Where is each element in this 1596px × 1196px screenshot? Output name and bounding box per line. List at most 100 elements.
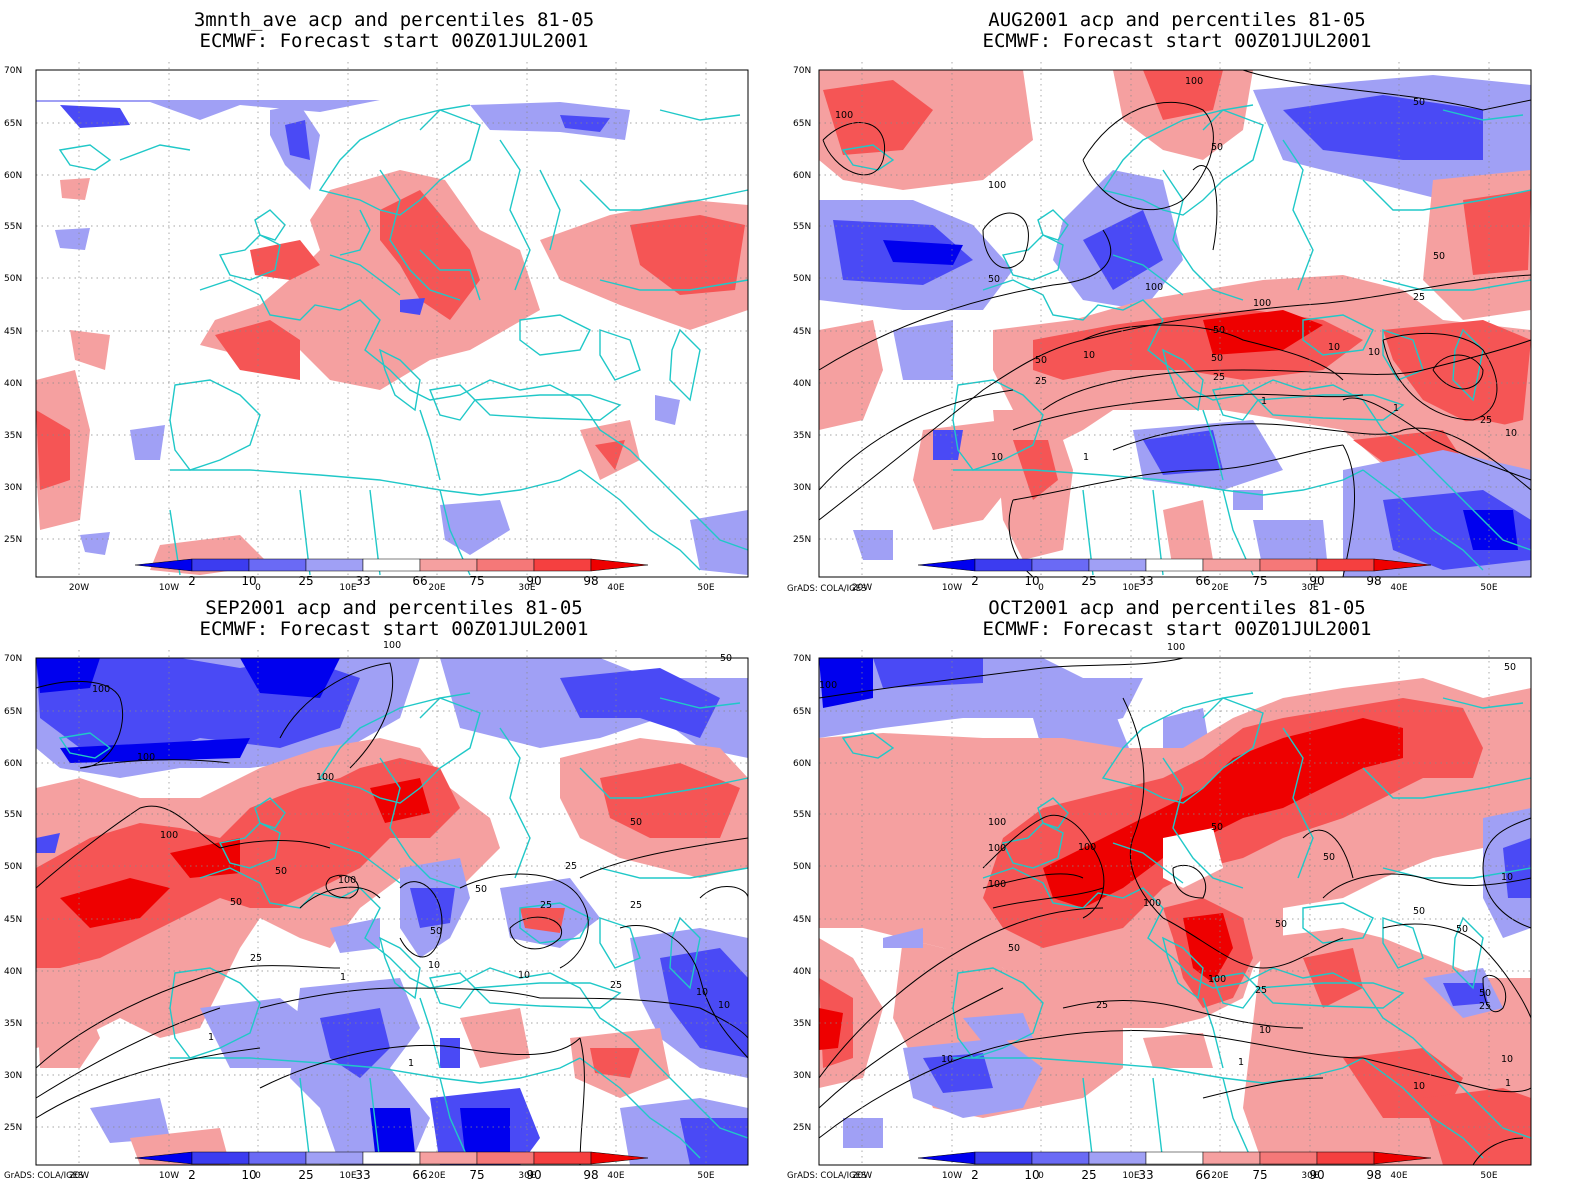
panel-title-line-1: 3mnth_ave acp and percentiles 81-05: [193, 9, 595, 31]
svg-text:98: 98: [583, 574, 598, 588]
map-3month-average: 70N 65N 60N 55N 50N 45N 40N 35N 30N 25N …: [4, 62, 749, 593]
svg-text:25: 25: [250, 953, 262, 964]
svg-text:60N: 60N: [793, 759, 811, 769]
svg-text:20W: 20W: [852, 1171, 872, 1181]
panel-title-line-1: AUG2001 acp and percentiles 81-05: [988, 9, 1366, 31]
lat-lon-gridlines: [819, 650, 1531, 1165]
svg-text:98: 98: [1366, 574, 1381, 588]
svg-text:1: 1: [208, 1032, 214, 1043]
precip-percentile-shading: [36, 658, 748, 1165]
svg-text:30N: 30N: [793, 483, 811, 493]
svg-text:65N: 65N: [4, 707, 22, 717]
svg-text:10: 10: [941, 1054, 953, 1065]
svg-text:75: 75: [469, 574, 484, 588]
lat-axis-labels: 70N 65N 60N 55N 50N 45N 40N 35N 30N 25N: [4, 654, 22, 1133]
svg-text:50N: 50N: [4, 862, 22, 872]
panel-title-line-2: ECMWF: Forecast start 00Z01JUL2001: [982, 30, 1372, 52]
svg-text:25: 25: [1081, 574, 1096, 588]
lon-axis-labels: 20W 10W 0 10E 20E 30E 40E 50E: [852, 583, 1498, 593]
contour-labels: 100 50 100 100 100 100 50 50 100 25 50 2…: [92, 640, 732, 1069]
svg-text:25N: 25N: [4, 1123, 22, 1133]
svg-text:66: 66: [1195, 574, 1210, 588]
svg-text:35N: 35N: [4, 431, 22, 441]
svg-text:25N: 25N: [4, 535, 22, 545]
svg-text:45N: 45N: [4, 327, 22, 337]
svg-text:10: 10: [1413, 1081, 1425, 1092]
coastline: [58, 692, 749, 1164]
svg-text:20W: 20W: [852, 583, 872, 593]
lat-lon-gridlines: [36, 650, 748, 1165]
svg-text:50E: 50E: [1480, 583, 1497, 593]
svg-text:66: 66: [1195, 1168, 1210, 1182]
colorbar: [134, 1151, 649, 1165]
svg-text:2: 2: [971, 574, 979, 588]
contour-labels: 100 100 50 100 100 50 100 100 100 50 50 …: [819, 642, 1516, 1092]
svg-text:25: 25: [1480, 415, 1492, 426]
svg-text:50: 50: [1008, 943, 1020, 954]
lon-axis-labels: 20W 10W 0 10E 20E 30E 40E 50E: [852, 1171, 1498, 1181]
svg-text:10: 10: [1501, 872, 1513, 883]
percentile-contours: [818, 69, 1532, 578]
svg-text:10E: 10E: [1122, 1171, 1139, 1181]
svg-text:1: 1: [1261, 396, 1267, 407]
svg-text:100: 100: [160, 830, 178, 841]
colorbar-row2-right: 2 10 25 33 66 75 90 98 GrADS: COLA/IGES: [787, 1151, 1432, 1182]
svg-text:10: 10: [696, 987, 708, 998]
svg-text:100: 100: [988, 843, 1006, 854]
svg-text:66: 66: [412, 1168, 427, 1182]
svg-text:30N: 30N: [793, 1071, 811, 1081]
svg-text:25: 25: [1081, 1168, 1096, 1182]
colorbar-labels: 2 10 25 33 66 75 90 98: [971, 574, 1381, 588]
svg-text:10: 10: [1501, 1054, 1513, 1065]
svg-text:20E: 20E: [428, 1171, 445, 1181]
colorbar-labels: 2 10 25 33 66 75 90 98: [188, 1168, 598, 1182]
colorbar: [134, 558, 649, 572]
svg-text:25: 25: [298, 1168, 313, 1182]
svg-text:25: 25: [298, 574, 313, 588]
panel-title-line-1: OCT2001 acp and percentiles 81-05: [988, 597, 1366, 619]
svg-text:10: 10: [1083, 350, 1095, 361]
colorbar: [917, 1151, 1432, 1165]
colorbar-row1-right: 2 10 25 33 66 75 90 98 GrADS: COLA/IGES: [787, 558, 1432, 594]
map-frame: [35, 657, 749, 1166]
svg-text:30E: 30E: [518, 583, 535, 593]
svg-text:50: 50: [1211, 353, 1223, 364]
svg-text:100: 100: [383, 640, 401, 651]
svg-text:10W: 10W: [159, 1171, 179, 1181]
svg-text:100: 100: [137, 752, 155, 763]
svg-text:25: 25: [1213, 372, 1225, 383]
svg-text:50: 50: [475, 884, 487, 895]
svg-text:50: 50: [1275, 919, 1287, 930]
panel-title: SEP2001 acp and percentiles 81-05 ECMWF:…: [36, 598, 752, 640]
svg-text:20E: 20E: [428, 583, 445, 593]
svg-text:30E: 30E: [1301, 1171, 1318, 1181]
svg-text:40E: 40E: [607, 1171, 624, 1181]
svg-text:10E: 10E: [1122, 583, 1139, 593]
svg-text:70N: 70N: [4, 654, 22, 664]
svg-text:60N: 60N: [4, 171, 22, 181]
svg-text:10: 10: [1328, 342, 1340, 353]
svg-text:10: 10: [1505, 428, 1517, 439]
svg-text:10: 10: [1024, 1168, 1039, 1182]
svg-text:10: 10: [518, 970, 530, 981]
svg-text:25N: 25N: [793, 535, 811, 545]
svg-text:98: 98: [1366, 1168, 1381, 1182]
svg-text:70N: 70N: [793, 654, 811, 664]
svg-text:2: 2: [188, 574, 196, 588]
svg-text:65N: 65N: [4, 119, 22, 129]
svg-text:90: 90: [526, 574, 541, 588]
svg-text:50: 50: [1213, 325, 1225, 336]
svg-text:1: 1: [340, 972, 346, 983]
svg-text:0: 0: [1038, 583, 1044, 593]
svg-text:100: 100: [316, 772, 334, 783]
svg-text:100: 100: [1145, 282, 1163, 293]
svg-text:70N: 70N: [793, 66, 811, 76]
svg-text:25N: 25N: [793, 1123, 811, 1133]
svg-text:20E: 20E: [1211, 583, 1228, 593]
svg-text:10: 10: [1024, 574, 1039, 588]
svg-text:30N: 30N: [4, 483, 22, 493]
svg-text:35N: 35N: [793, 431, 811, 441]
svg-text:1: 1: [1505, 1078, 1511, 1089]
svg-text:25: 25: [565, 861, 577, 872]
panel-title: 3mnth_ave acp and percentiles 81-05 ECMW…: [36, 10, 752, 52]
